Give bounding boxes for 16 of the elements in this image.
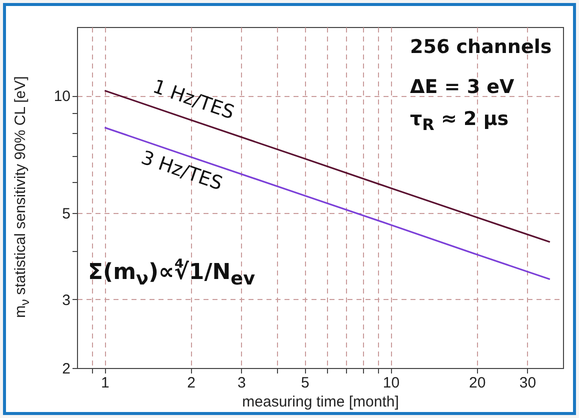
x-tick-label: 30 [519,374,536,392]
annotation: 256 channels [410,36,552,58]
annotation: ΔE = 3 eV [410,76,514,98]
x-tick-label: 5 [300,374,310,392]
y-tick-label: 5 [62,205,70,222]
y-tick-label: 10 [54,88,70,106]
annotation: τ$_{R}$ ≈ 2 µs [410,108,509,134]
y-tick-label: 3 [62,292,70,309]
y-tick-label: 2 [62,360,70,378]
x-tick-label: 1 [101,374,110,392]
x-tick-label: 20 [469,374,486,392]
annotation: Σ(m$_{ν}$)∝∜1/N$_{ev}$ [88,260,256,290]
x-tick-label: 2 [187,374,196,392]
x-axis-title: measuring time [month] [242,394,399,410]
x-tick-label: 10 [382,374,400,392]
x-tick-label: 3 [238,374,246,392]
